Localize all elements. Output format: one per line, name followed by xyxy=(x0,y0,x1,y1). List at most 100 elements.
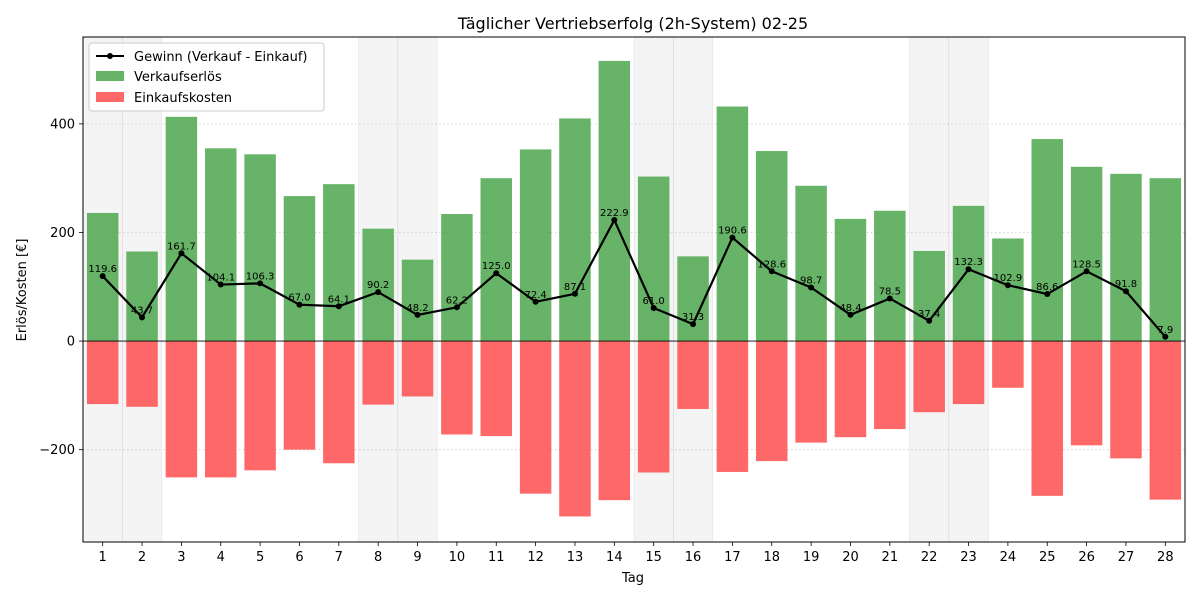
profit-value-label: 119.6 xyxy=(88,264,117,275)
revenue-bar xyxy=(362,228,394,342)
cost-bar xyxy=(716,341,749,472)
cost-bar xyxy=(559,341,591,517)
cost-bar xyxy=(677,341,709,409)
profit-point xyxy=(99,273,106,280)
x-tick-label: 6 xyxy=(295,550,303,565)
revenue-bar xyxy=(205,148,237,342)
revenue-bar xyxy=(480,178,512,342)
profit-value-label: 98.7 xyxy=(800,275,822,286)
x-tick-label: 10 xyxy=(449,550,466,565)
cost-bar xyxy=(165,341,198,478)
revenue-bar xyxy=(165,116,198,342)
revenue-bar xyxy=(834,218,867,342)
profit-point xyxy=(375,289,382,296)
x-tick-label: 23 xyxy=(960,550,977,565)
x-tick-label: 20 xyxy=(842,550,859,565)
profit-point xyxy=(139,314,146,321)
legend-label-profit: Gewinn (Verkauf - Einkauf) xyxy=(134,50,307,65)
x-axis-label: Tag xyxy=(621,571,644,586)
revenue-bar xyxy=(1110,173,1142,342)
cost-bar xyxy=(480,341,512,437)
revenue-bar xyxy=(441,214,473,342)
x-tick-label: 14 xyxy=(606,550,623,565)
x-tick-label: 7 xyxy=(335,550,343,565)
x-tick-label: 5 xyxy=(256,550,264,565)
legend-label-revenue: Verkaufserlös xyxy=(134,70,222,85)
y-tick-label: 400 xyxy=(50,117,75,132)
profit-value-label: 125.0 xyxy=(482,261,511,272)
cost-bar xyxy=(244,341,276,471)
x-tick-label: 9 xyxy=(413,550,421,565)
profit-line xyxy=(99,217,1169,340)
profit-value-label: 104.1 xyxy=(206,273,235,284)
cost-bar xyxy=(637,341,670,473)
cost-bar xyxy=(834,341,867,438)
profit-point xyxy=(257,280,264,287)
x-tick-label: 2 xyxy=(138,550,146,565)
cost-bar xyxy=(1110,341,1142,459)
revenue-bar xyxy=(992,238,1024,342)
cost-bar xyxy=(441,341,473,435)
cost-bar xyxy=(952,341,985,405)
profit-point xyxy=(1162,333,1169,340)
cost-bar xyxy=(126,341,158,407)
profit-point xyxy=(1122,288,1129,295)
x-tick-label: 28 xyxy=(1157,550,1174,565)
profit-point xyxy=(1044,291,1051,298)
chart-title: Täglicher Vertriebserfolg (2h-System) 02… xyxy=(457,14,808,33)
revenue-bar xyxy=(637,176,670,342)
profit-value-label: 87.1 xyxy=(564,282,586,293)
y-axis: −200 0 200 400 xyxy=(39,117,83,458)
legend-box xyxy=(88,42,325,112)
profit-point xyxy=(847,311,854,318)
profit-value-label: 31.3 xyxy=(682,312,704,323)
profit-point xyxy=(453,304,460,311)
profit-value-label: 102.9 xyxy=(994,273,1023,284)
revenue-bar xyxy=(519,149,552,342)
x-tick-label: 27 xyxy=(1118,550,1135,565)
revenue-bar xyxy=(559,118,591,342)
profit-value-label: 62.2 xyxy=(446,295,468,306)
revenue-bar xyxy=(283,196,316,342)
cost-bar xyxy=(1149,341,1182,500)
profit-value-label: 48.2 xyxy=(406,303,428,314)
revenue-bar xyxy=(598,60,631,342)
profit-point xyxy=(571,290,578,297)
profit-point xyxy=(926,317,933,324)
x-tick-label: 26 xyxy=(1078,550,1095,565)
x-axis: 1 2 3 4 5 6 7 8 9 10 11 12 13 14 15 16 17 18 19 20 21 22 23 24 2… xyxy=(99,542,1174,565)
y-axis-label: Erlös/Kosten [€] xyxy=(15,239,30,342)
x-tick-label: 21 xyxy=(882,550,899,565)
revenue-bar xyxy=(756,151,788,342)
x-tick-label: 13 xyxy=(567,550,584,565)
y-tick-label: 200 xyxy=(50,226,75,241)
profit-value-label: 132.3 xyxy=(954,257,983,268)
cost-bar xyxy=(362,341,394,405)
x-tick-label: 4 xyxy=(217,550,225,565)
profit-value-label: 7.9 xyxy=(1157,325,1173,336)
profit-value-label: 222.9 xyxy=(600,208,629,219)
cost-bar xyxy=(1031,341,1063,496)
profit-series-line xyxy=(101,218,1167,338)
profit-value-label: 128.5 xyxy=(1072,259,1101,270)
profit-value-label: 67.0 xyxy=(288,293,310,304)
profit-point xyxy=(296,301,303,308)
x-tick-label: 25 xyxy=(1039,550,1056,565)
cost-bar xyxy=(86,341,119,405)
cost-bar xyxy=(598,341,631,501)
x-tick-label: 3 xyxy=(177,550,185,565)
profit-value-label: 78.5 xyxy=(879,286,901,297)
y-tick-label: −200 xyxy=(39,443,75,458)
revenue-bar xyxy=(1070,166,1103,342)
profit-point xyxy=(493,270,500,277)
cost-bar xyxy=(519,341,552,494)
profit-value-label: 161.7 xyxy=(167,241,196,252)
profit-value-label: 190.6 xyxy=(718,226,747,237)
profit-value-label: 91.8 xyxy=(1115,279,1137,290)
cost-bar xyxy=(795,341,827,443)
profit-value-label: 48.4 xyxy=(839,303,861,314)
revenue-bar xyxy=(874,210,906,342)
x-tick-label: 11 xyxy=(488,550,505,565)
legend-swatch-costs xyxy=(96,92,124,102)
cost-bar xyxy=(913,341,945,413)
